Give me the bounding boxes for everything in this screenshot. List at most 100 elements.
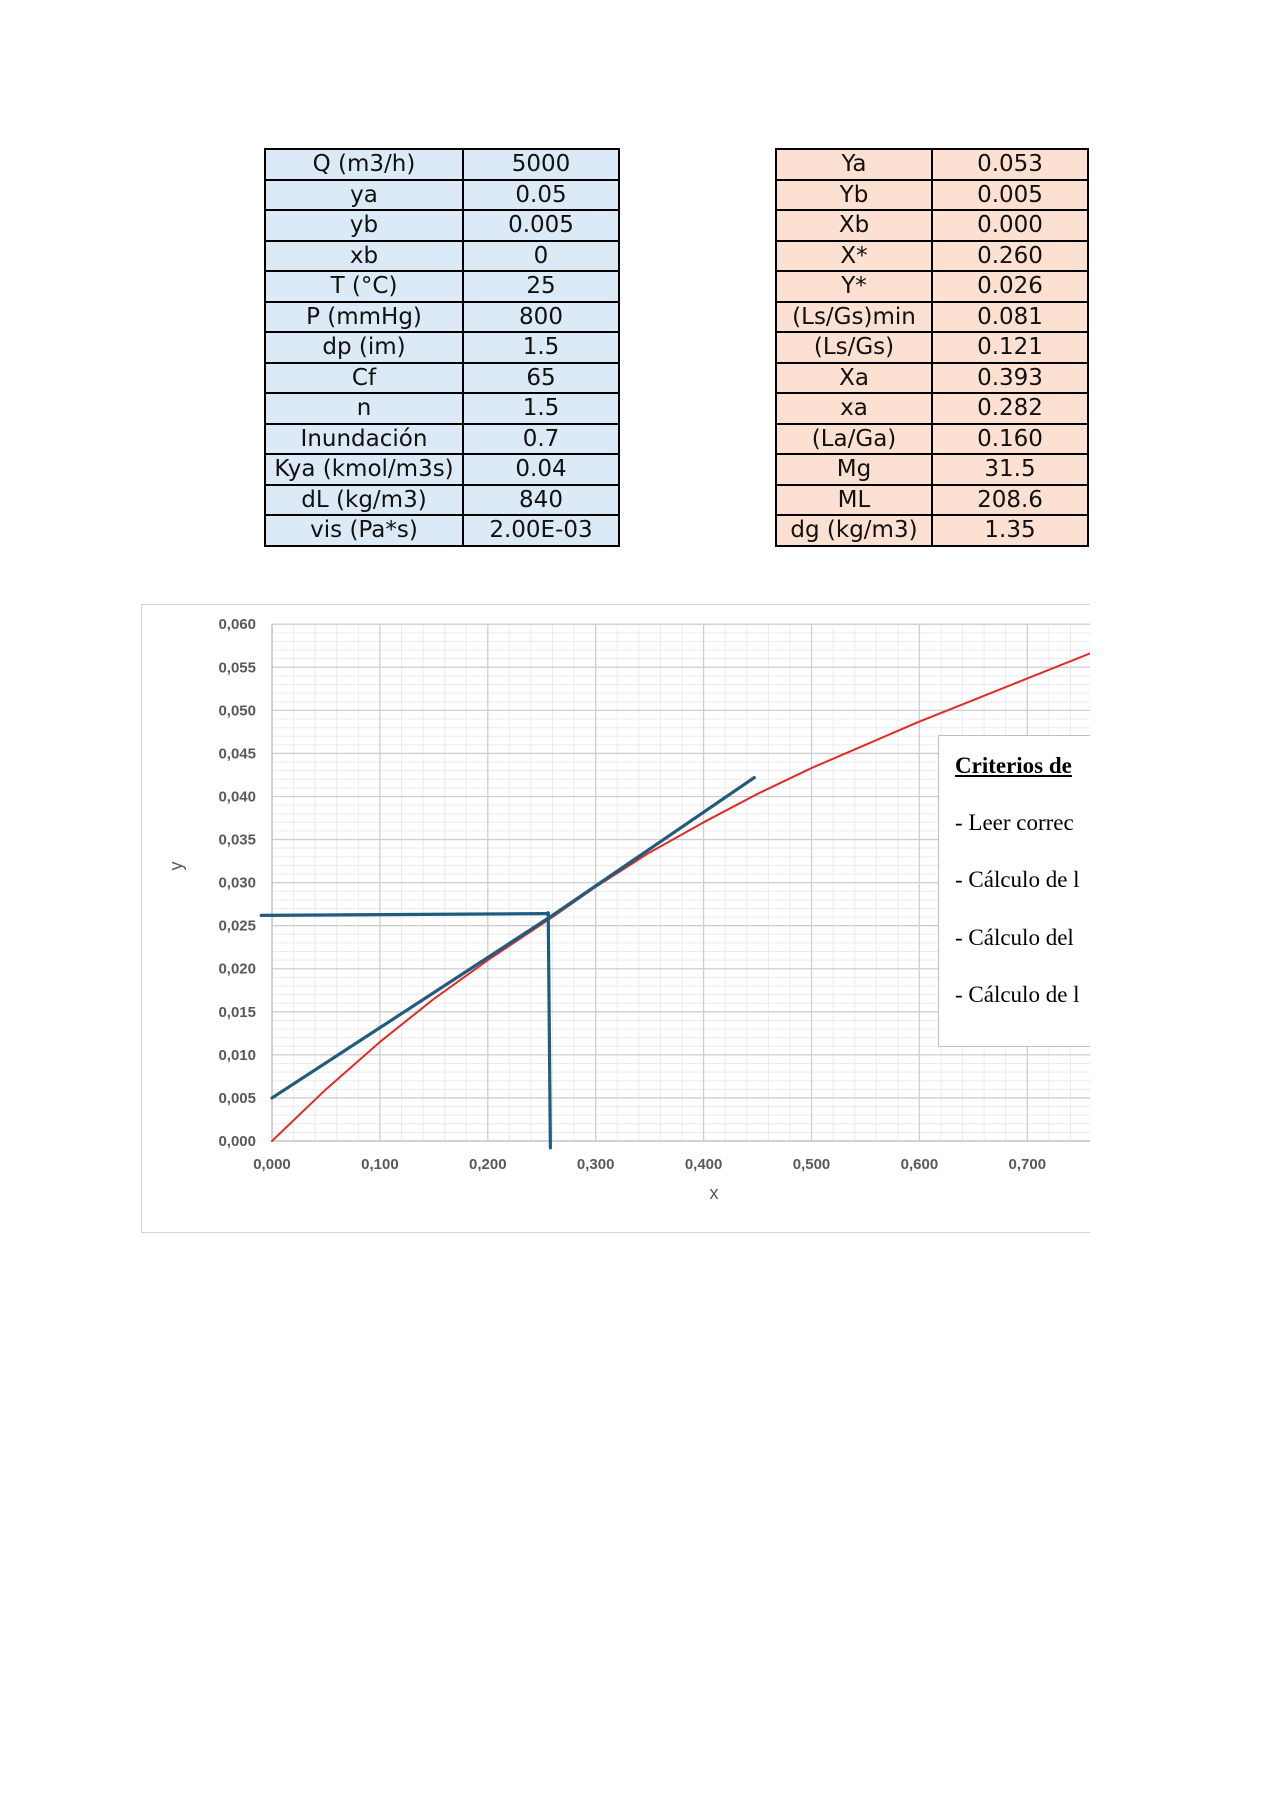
table-row: T (°C) 25 <box>264 270 620 303</box>
row-label: (La/Ga) <box>775 422 933 455</box>
criteria-item: - Leer correc <box>955 810 1074 835</box>
row-label: dL (kg/m3) <box>264 483 464 516</box>
table-row: Mg 31.5 <box>775 453 1089 486</box>
row-label: ya <box>264 178 464 211</box>
y-tick-label: 0,000 <box>218 1133 256 1150</box>
row-label: T (°C) <box>264 270 464 303</box>
row-value: 0.005 <box>931 178 1089 211</box>
row-value: 5000 <box>462 148 620 181</box>
operating-line <box>546 911 552 1150</box>
table-row: xb 0 <box>264 239 620 272</box>
y-axis-label: y <box>166 862 186 871</box>
table-row: (Ls/Gs)min 0.081 <box>775 300 1089 333</box>
x-tick-label: 0,500 <box>793 1156 831 1173</box>
criteria-item: - Cálculo de l <box>955 867 1080 892</box>
criteria-title: Criterios de <box>955 753 1072 778</box>
table-row: dp (im) 1.5 <box>264 331 620 364</box>
table-row: Yb 0.005 <box>775 178 1089 211</box>
row-value: 0.7 <box>462 422 620 455</box>
row-value: 1.35 <box>931 514 1089 547</box>
row-value: 0.053 <box>931 148 1089 181</box>
x-tick-label: 0,700 <box>1009 1156 1047 1173</box>
row-label: Kya (kmol/m3s) <box>264 453 464 486</box>
row-value: 208.6 <box>931 483 1089 516</box>
row-label: Inundación <box>264 422 464 455</box>
table-row: vis (Pa*s) 2.00E-03 <box>264 514 620 547</box>
criteria-item: - Cálculo del <box>955 925 1074 950</box>
row-label: ML <box>775 483 933 516</box>
table-row: Y* 0.026 <box>775 270 1089 303</box>
row-value: 0.121 <box>931 331 1089 364</box>
row-label: Y* <box>775 270 933 303</box>
table-row: Cf 65 <box>264 361 620 394</box>
table-row: Kya (kmol/m3s) 0.04 <box>264 453 620 486</box>
y-tick-label: 0,030 <box>218 875 256 892</box>
table-row: (Ls/Gs) 0.121 <box>775 331 1089 364</box>
row-label: Xb <box>775 209 933 242</box>
table-row: P (mmHg) 800 <box>264 300 620 333</box>
x-tick-label: 0,300 <box>577 1156 615 1173</box>
row-label: Xa <box>775 361 933 394</box>
row-label: P (mmHg) <box>264 300 464 333</box>
row-label: xa <box>775 392 933 425</box>
row-value: 0.005 <box>462 209 620 242</box>
row-label: yb <box>264 209 464 242</box>
row-label: xb <box>264 239 464 272</box>
table-row: Xa 0.393 <box>775 361 1089 394</box>
row-label: (Ls/Gs)min <box>775 300 933 333</box>
table-row: ML 208.6 <box>775 483 1089 516</box>
row-label: Cf <box>264 361 464 394</box>
row-value: 840 <box>462 483 620 516</box>
inputs-table: Q (m3/h) 5000 ya 0.05 yb 0.005 xb 0 T (°C) 25 P (m… <box>264 148 620 547</box>
row-label: X* <box>775 239 933 272</box>
row-value: 0.000 <box>931 209 1089 242</box>
criteria-item: - Cálculo de l <box>955 982 1080 1007</box>
table-row: Q (m3/h) 5000 <box>264 148 620 181</box>
row-value: 0.160 <box>931 422 1089 455</box>
y-tick-label: 0,050 <box>218 702 256 719</box>
row-value: 0.026 <box>931 270 1089 303</box>
row-value: 25 <box>462 270 620 303</box>
row-value: 1.5 <box>462 392 620 425</box>
criteria-box: Criterios de - Leer correc - Cálculo de … <box>938 735 1090 1047</box>
y-tick-label: 0,010 <box>218 1047 256 1064</box>
y-tick-label: 0,035 <box>218 832 256 849</box>
row-label: Mg <box>775 453 933 486</box>
x-tick-label: 0,100 <box>361 1156 399 1173</box>
table-row: xa 0.282 <box>775 392 1089 425</box>
row-value: 31.5 <box>931 453 1089 486</box>
table-row: X* 0.260 <box>775 239 1089 272</box>
table-row: n 1.5 <box>264 392 620 425</box>
row-value: 0.05 <box>462 178 620 211</box>
y-tick-label: 0,020 <box>218 961 256 978</box>
row-label: (Ls/Gs) <box>775 331 933 364</box>
equilibrium-curve <box>271 652 1090 1142</box>
row-label: Q (m3/h) <box>264 148 464 181</box>
y-tick-label: 0,060 <box>218 616 256 633</box>
row-label: vis (Pa*s) <box>264 514 464 547</box>
row-value: 0.282 <box>931 392 1089 425</box>
row-label: Yb <box>775 178 933 211</box>
row-value: 0.04 <box>462 453 620 486</box>
row-label: Ya <box>775 148 933 181</box>
table-row: Xb 0.000 <box>775 209 1089 242</box>
row-value: 0.081 <box>931 300 1089 333</box>
table-row: dg (kg/m3) 1.35 <box>775 514 1089 547</box>
row-value: 0.393 <box>931 361 1089 394</box>
row-value: 0 <box>462 239 620 272</box>
x-tick-label: 0,200 <box>469 1156 507 1173</box>
x-axis-label: x <box>710 1183 719 1203</box>
row-value: 0.260 <box>931 239 1089 272</box>
table-row: dL (kg/m3) 840 <box>264 483 620 516</box>
row-value: 2.00E-03 <box>462 514 620 547</box>
table-row: Inundación 0.7 <box>264 422 620 455</box>
x-tick-label: 0,400 <box>685 1156 723 1173</box>
y-tick-label: 0,015 <box>218 1004 256 1021</box>
row-label: dp (im) <box>264 331 464 364</box>
operating-line <box>270 775 756 1100</box>
y-tick-label: 0,045 <box>218 745 256 762</box>
chart-svg: 0,000 0,100 0,200 0,300 0,400 0,500 0,600 0,700… <box>166 616 1090 1203</box>
x-tick-label: 0,000 <box>253 1156 291 1173</box>
row-value: 800 <box>462 300 620 333</box>
table-row: Ya 0.053 <box>775 148 1089 181</box>
